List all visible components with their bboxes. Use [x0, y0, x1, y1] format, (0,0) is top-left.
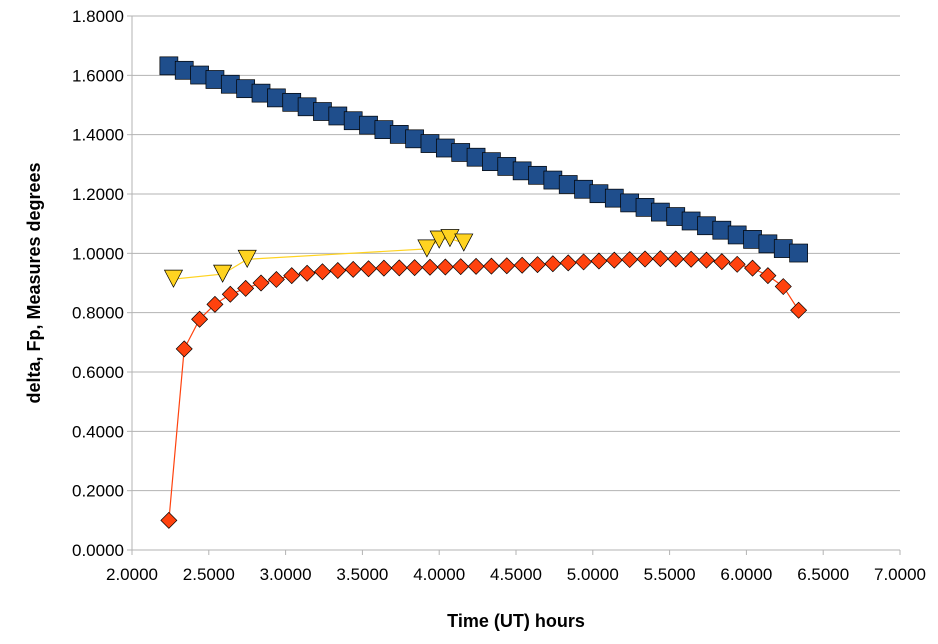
series-diamond: [160, 250, 808, 529]
y-tick-label: 0.8000: [72, 304, 124, 323]
series-line: [168, 258, 800, 521]
data-point-diamond: [513, 256, 531, 274]
data-point-diamond: [329, 262, 347, 280]
data-point-diamond: [283, 267, 301, 285]
gridlines: [132, 15, 900, 551]
x-tick-label: 6.5000: [797, 565, 849, 584]
y-tick-label: 0.2000: [72, 482, 124, 501]
data-point-diamond: [160, 511, 178, 529]
y-tick-label: 0.4000: [72, 422, 124, 441]
series-square: [159, 56, 808, 263]
data-point-diamond: [206, 295, 224, 313]
data-point-diamond: [559, 254, 577, 272]
data-point-diamond: [221, 285, 239, 303]
data-point-diamond: [375, 259, 393, 277]
data-point-diamond: [713, 253, 731, 271]
x-tick-label: 3.5000: [336, 565, 388, 584]
y-tick-label: 1.4000: [72, 126, 124, 145]
x-tick-label: 5.5000: [644, 565, 696, 584]
x-tick-label: 4.0000: [413, 565, 465, 584]
data-point-diamond: [421, 258, 439, 276]
data-point-diamond: [590, 252, 608, 270]
x-tick-label: 5.0000: [567, 565, 619, 584]
series-triangle-down: [163, 229, 474, 288]
x-tick-label: 2.0000: [106, 565, 158, 584]
data-point-diamond: [406, 259, 424, 277]
x-tick-label: 3.0000: [260, 565, 312, 584]
data-point-diamond: [252, 274, 270, 292]
x-tick-label: 2.5000: [183, 565, 235, 584]
data-point-triangle: [163, 269, 184, 288]
y-tick-label: 1.2000: [72, 185, 124, 204]
data-point-diamond: [790, 301, 808, 319]
data-point-diamond: [544, 255, 562, 273]
data-point-diamond: [728, 255, 746, 273]
data-point-diamond: [267, 270, 285, 288]
x-tick-label: 6.0000: [720, 565, 772, 584]
data-point-diamond: [467, 257, 485, 275]
data-point-triangle: [213, 264, 233, 283]
axes: 0.0000 0.2000 0.4000 0.6000 0.8000 1.0000 1.20…: [72, 7, 926, 584]
data-point-square: [789, 243, 808, 263]
x-tick-label: 4.5000: [490, 565, 542, 584]
data-point-diamond: [390, 259, 408, 277]
data-point-triangle: [237, 249, 257, 269]
data-point-diamond: [759, 267, 777, 285]
data-point-diamond: [774, 278, 792, 296]
data-point-diamond: [744, 259, 762, 277]
data-point-diamond: [621, 251, 639, 269]
data-point-diamond: [237, 279, 255, 297]
data-point-diamond: [344, 260, 362, 278]
data-point-diamond: [605, 251, 623, 269]
data-point-triangle: [454, 233, 474, 252]
data-point-diamond: [498, 257, 516, 275]
y-tick-label: 1.0000: [72, 244, 124, 263]
y-tick-label: 0.6000: [72, 363, 124, 382]
data-point-diamond: [667, 250, 685, 268]
data-point-diamond: [298, 264, 316, 282]
y-tick-label: 1.8000: [72, 7, 124, 26]
y-axis-title: delta, Fp, Measures degrees: [24, 162, 44, 403]
data-point-diamond: [636, 250, 654, 268]
data-point-diamond: [575, 253, 593, 271]
data-point-diamond: [436, 258, 454, 276]
y-tick-label: 0.0000: [72, 541, 124, 560]
data-point-diamond: [697, 251, 715, 269]
data-point-diamond: [651, 250, 669, 268]
data-point-diamond: [191, 310, 209, 328]
y-tick-label: 1.6000: [72, 66, 124, 85]
x-tick-label: 7.0000: [874, 565, 926, 584]
data-point-diamond: [452, 258, 470, 276]
data-point-diamond: [482, 257, 500, 275]
data-point-diamond: [313, 263, 331, 281]
data-point-diamond: [360, 260, 378, 278]
data-point-diamond: [529, 256, 546, 274]
data-point-diamond: [175, 340, 193, 358]
series-group: [159, 56, 808, 529]
data-point-triangle: [417, 239, 437, 258]
x-axis-title: Time (UT) hours: [447, 611, 585, 631]
data-point-diamond: [682, 250, 700, 268]
